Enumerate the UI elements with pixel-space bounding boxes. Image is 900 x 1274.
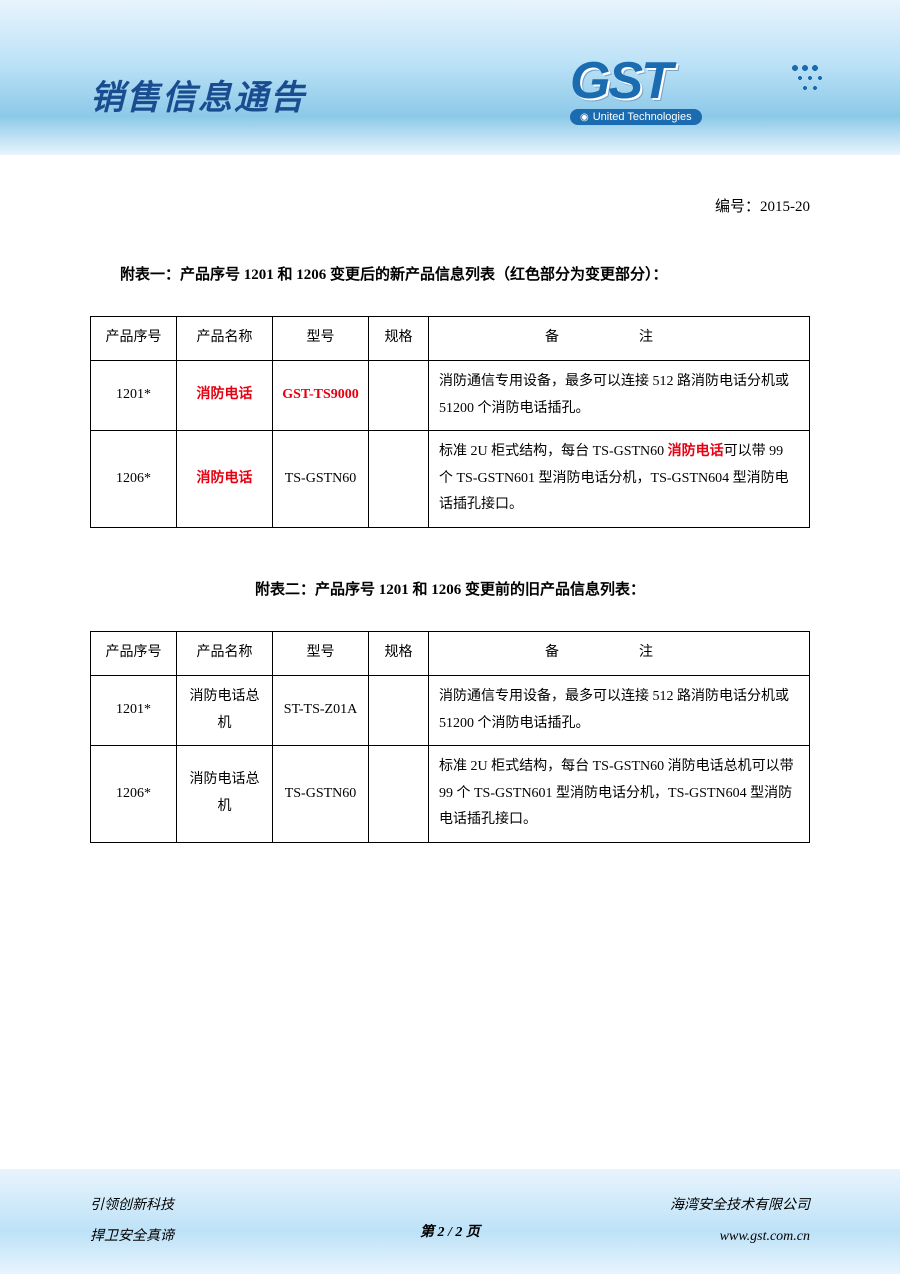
th-spec: 规格 [369, 631, 429, 675]
table-row: 1201* 消防电话 GST-TS9000 消防通信专用设备，最多可以连接 51… [91, 361, 810, 431]
cell-pno: 1206* [91, 746, 177, 843]
cell-remark: 标准 2U 柜式结构，每台 TS-GSTN60 消防电话总机可以带 99 个 T… [429, 746, 810, 843]
cell-spec [369, 675, 429, 745]
cell-model: ST-TS-Z01A [273, 675, 369, 745]
red-text: 消防电话 [197, 471, 253, 486]
section1-title: 附表一：产品序号 1201 和 1206 变更后的新产品信息列表（红色部分为变更… [120, 263, 810, 284]
cell-remark: 标准 2U 柜式结构，每台 TS-GSTN60 消防电话可以带 99 个 TS-… [429, 431, 810, 528]
th-pname: 产品名称 [177, 631, 273, 675]
red-text: GST-TS9000 [282, 387, 359, 402]
doc-title: 销售信息通告 [90, 70, 306, 119]
footer-company: 海湾安全技术有限公司 [670, 1191, 810, 1222]
cell-model: GST-TS9000 [273, 361, 369, 431]
cell-pname: 消防电话 [177, 361, 273, 431]
cell-remark: 消防通信专用设备，最多可以连接 512 路消防电话分机或 51200 个消防电话… [429, 675, 810, 745]
cell-spec [369, 431, 429, 528]
cell-pname: 消防电话总机 [177, 675, 273, 745]
footer-band: 引领创新科技 捍卫安全真谛 海湾安全技术有限公司 www.gst.com.cn … [0, 1169, 900, 1274]
header-band: 销售信息通告 GST United Technologies [0, 0, 900, 155]
content-area: 附表一：产品序号 1201 和 1206 变更后的新产品信息列表（红色部分为变更… [0, 155, 900, 843]
th-remark: 备注 [429, 317, 810, 361]
logo-text: GST [570, 55, 820, 107]
cell-pno: 1206* [91, 431, 177, 528]
red-text: 消防电话 [197, 387, 253, 402]
cell-remark: 消防通信专用设备，最多可以连接 512 路消防电话分机或 51200 个消防电话… [429, 361, 810, 431]
th-pname: 产品名称 [177, 317, 273, 361]
th-pno: 产品序号 [91, 317, 177, 361]
table-row: 1206* 消防电话 TS-GSTN60 标准 2U 柜式结构，每台 TS-GS… [91, 431, 810, 528]
cell-model: TS-GSTN60 [273, 431, 369, 528]
th-pno: 产品序号 [91, 631, 177, 675]
table2: 产品序号 产品名称 型号 规格 备注 1201* 消防电话总机 ST-TS-Z0… [90, 631, 810, 843]
table-header-row: 产品序号 产品名称 型号 规格 备注 [91, 317, 810, 361]
logo: GST United Technologies [570, 55, 820, 135]
cell-pname: 消防电话 [177, 431, 273, 528]
section2-title: 附表二：产品序号 1201 和 1206 变更前的旧产品信息列表： [90, 578, 810, 599]
doc-no-value: 2015-20 [760, 199, 810, 215]
cell-spec [369, 746, 429, 843]
th-remark: 备注 [429, 631, 810, 675]
th-model: 型号 [273, 631, 369, 675]
th-model: 型号 [273, 317, 369, 361]
table1: 产品序号 产品名称 型号 规格 备注 1201* 消防电话 GST-TS9000… [90, 316, 810, 528]
cell-spec [369, 361, 429, 431]
th-spec: 规格 [369, 317, 429, 361]
logo-subtext: United Technologies [570, 109, 702, 125]
footer-slogan1: 引领创新科技 [90, 1191, 174, 1222]
table-header-row: 产品序号 产品名称 型号 规格 备注 [91, 631, 810, 675]
remark-pre: 标准 2U 柜式结构，每台 TS-GSTN60 [439, 444, 668, 459]
table-row: 1201* 消防电话总机 ST-TS-Z01A 消防通信专用设备，最多可以连接 … [91, 675, 810, 745]
cell-model: TS-GSTN60 [273, 746, 369, 843]
table-row: 1206* 消防电话总机 TS-GSTN60 标准 2U 柜式结构，每台 TS-… [91, 746, 810, 843]
doc-number: 编号：2015-20 [715, 195, 810, 216]
red-text: 消防电话 [668, 444, 724, 459]
cell-pno: 1201* [91, 675, 177, 745]
cell-pname: 消防电话总机 [177, 746, 273, 843]
logo-dots-icon [790, 63, 830, 103]
footer-page: 第 2 / 2 页 [0, 1221, 900, 1241]
doc-no-label: 编号： [715, 199, 760, 215]
cell-pno: 1201* [91, 361, 177, 431]
